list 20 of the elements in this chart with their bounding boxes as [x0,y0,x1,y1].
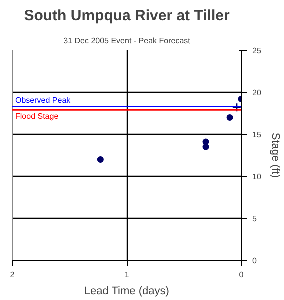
y-tick-label: 15 [252,130,262,140]
x-tick-label: 0 [239,270,244,280]
y-tick-label: 20 [252,88,262,98]
ref-line-label: Flood Stage [16,112,60,122]
point [202,138,210,146]
chart-subtitle: 31 Dec 2005 Event - Peak Forecast [64,36,192,46]
x-tick-label: 2 [10,270,16,280]
point [226,114,234,121]
chart-title: South Umpqua River at Tiller [24,8,230,24]
point [232,102,242,112]
y-axis-title: Stage (ft) [269,132,282,178]
point [202,144,210,150]
y-tick-label: 10 [252,172,262,182]
y-tick-label: 0 [252,256,258,266]
x-tick-label: 1 [124,270,130,280]
ref-line-label: Observed Peak [16,96,72,105]
y-tick-label: 5 [252,214,258,224]
point [97,156,104,163]
x-axis-title: Lead Time (days) [84,286,170,298]
y-tick-label: 25 [252,46,262,56]
